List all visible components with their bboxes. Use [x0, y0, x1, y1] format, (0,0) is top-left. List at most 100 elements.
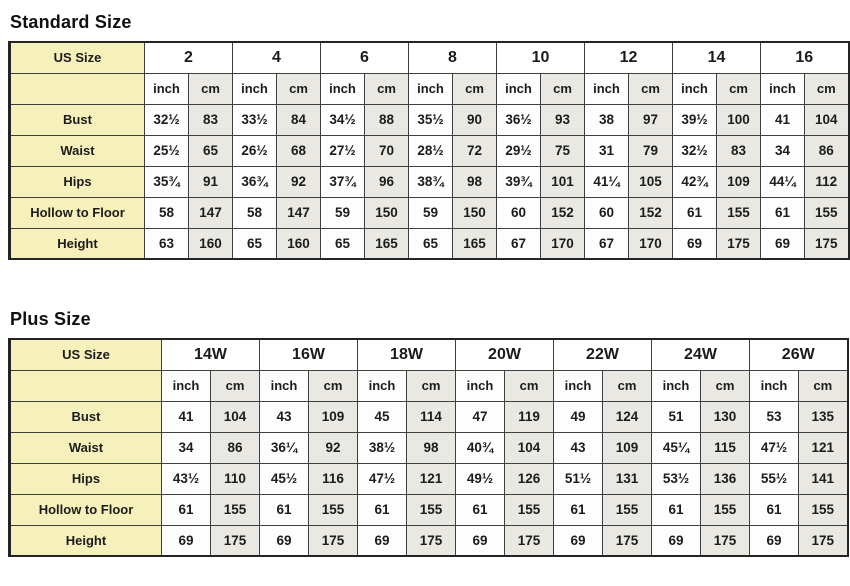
value-cell-inch: 69	[651, 524, 701, 557]
unit-cm-label: cm	[716, 72, 761, 105]
value-cell-cm: 114	[406, 400, 456, 433]
measurement-label-cell: Hips	[9, 165, 145, 198]
unit-cm-label: cm	[308, 369, 358, 402]
value-cell-cm: 92	[308, 431, 358, 464]
size-header-cell: 14	[672, 41, 761, 74]
value-cell-inch: 65	[232, 227, 277, 260]
value-cell-cm: 110	[210, 462, 260, 495]
value-cell-cm: 105	[628, 165, 673, 198]
unit-inch-label: inch	[408, 72, 453, 105]
value-cell-cm: 98	[452, 165, 497, 198]
unit-cm-label: cm	[406, 369, 456, 402]
value-cell-cm: 175	[504, 524, 554, 557]
value-cell-cm: 104	[504, 431, 554, 464]
value-cell-inch: 53	[749, 400, 799, 433]
value-cell-cm: 155	[308, 493, 358, 526]
value-cell-inch: 45	[357, 400, 407, 433]
value-cell-inch: 41	[760, 103, 805, 136]
value-cell-inch: 69	[357, 524, 407, 557]
value-cell-inch: 69	[455, 524, 505, 557]
value-cell-inch: 69	[553, 524, 603, 557]
us-size-empty-cell	[9, 72, 145, 105]
value-cell-inch: 39¾	[496, 165, 541, 198]
value-cell-inch: 34½	[320, 103, 365, 136]
us-size-label-cell: US Size	[9, 338, 162, 371]
unit-inch-label: inch	[760, 72, 805, 105]
value-cell-inch: 63	[144, 227, 189, 260]
value-cell-cm: 83	[188, 103, 233, 136]
measurement-label-cell: Hollow to Floor	[9, 196, 145, 229]
size-header-cell: 20W	[455, 338, 554, 371]
value-cell-cm: 83	[716, 134, 761, 167]
table-row: Waist 25½ 65 26½ 68 27½ 70 28½ 72 29½ 75 31 79 32½ 83 3…	[9, 134, 849, 167]
value-cell-inch: 69	[161, 524, 211, 557]
value-cell-cm: 175	[406, 524, 456, 557]
value-cell-inch: 61	[455, 493, 505, 526]
value-cell-inch: 32½	[672, 134, 717, 167]
size-header-cell: 22W	[553, 338, 652, 371]
value-cell-inch: 67	[496, 227, 541, 260]
value-cell-cm: 98	[406, 431, 456, 464]
size-header-cell: 10	[496, 41, 585, 74]
value-cell-cm: 175	[700, 524, 750, 557]
value-cell-cm: 88	[364, 103, 409, 136]
value-cell-cm: 170	[628, 227, 673, 260]
value-cell-inch: 59	[320, 196, 365, 229]
value-cell-cm: 175	[716, 227, 761, 260]
value-cell-cm: 93	[540, 103, 585, 136]
value-cell-cm: 91	[188, 165, 233, 198]
value-cell-inch: 36½	[496, 103, 541, 136]
value-cell-inch: 69	[259, 524, 309, 557]
table-row: Bust 32½ 83 33½ 84 34½ 88 35½ 90 36½ 93 38 97 39½ 100 4…	[9, 103, 849, 136]
value-cell-cm: 155	[210, 493, 260, 526]
value-cell-cm: 92	[276, 165, 321, 198]
table-title: Standard Size	[10, 12, 132, 32]
value-cell-cm: 115	[700, 431, 750, 464]
value-cell-inch: 40¾	[455, 431, 505, 464]
value-cell-inch: 44¼	[760, 165, 805, 198]
unit-inch-label: inch	[161, 369, 211, 402]
value-cell-cm: 155	[406, 493, 456, 526]
value-cell-cm: 155	[798, 493, 848, 526]
value-cell-cm: 112	[804, 165, 849, 198]
value-cell-inch: 51½	[553, 462, 603, 495]
unit-cm-label: cm	[210, 369, 260, 402]
measurement-label-cell: Height	[9, 227, 145, 260]
value-cell-cm: 170	[540, 227, 585, 260]
measurement-label-cell: Bust	[9, 103, 145, 136]
value-cell-cm: 109	[308, 400, 358, 433]
size-chart-page: Standard Size US Size 2 4 6 8 10 12 14 16 inch cm i…	[8, 12, 850, 557]
unit-inch-label: inch	[455, 369, 505, 402]
size-table-0: US Size 2 4 6 8 10 12 14 16 inch cm inch cm inch cm inc…	[8, 41, 850, 260]
value-cell-inch: 61	[161, 493, 211, 526]
value-cell-cm: 119	[504, 400, 554, 433]
unit-inch-label: inch	[553, 369, 603, 402]
us-size-empty-cell	[9, 369, 162, 402]
value-cell-cm: 121	[406, 462, 456, 495]
table-header: US Size 2 4 6 8 10 12 14 16 inch cm inch cm inch cm inc…	[9, 41, 849, 105]
value-cell-cm: 130	[700, 400, 750, 433]
value-cell-cm: 160	[276, 227, 321, 260]
value-cell-cm: 124	[602, 400, 652, 433]
value-cell-inch: 53½	[651, 462, 701, 495]
unit-cm-label: cm	[804, 72, 849, 105]
value-cell-inch: 37¾	[320, 165, 365, 198]
unit-inch-label: inch	[259, 369, 309, 402]
value-cell-inch: 59	[408, 196, 453, 229]
value-cell-inch: 61	[553, 493, 603, 526]
value-cell-cm: 90	[452, 103, 497, 136]
unit-cm-label: cm	[602, 369, 652, 402]
unit-cm-label: cm	[188, 72, 233, 105]
size-header-cell: 6	[320, 41, 409, 74]
size-header-cell: 4	[232, 41, 321, 74]
value-cell-cm: 175	[308, 524, 358, 557]
value-cell-cm: 141	[798, 462, 848, 495]
value-cell-inch: 34	[760, 134, 805, 167]
value-cell-inch: 47½	[357, 462, 407, 495]
value-cell-cm: 109	[602, 431, 652, 464]
size-header-cell: 8	[408, 41, 497, 74]
value-cell-inch: 69	[760, 227, 805, 260]
value-cell-inch: 67	[584, 227, 629, 260]
value-cell-inch: 32½	[144, 103, 189, 136]
measurement-label-cell: Waist	[9, 431, 162, 464]
